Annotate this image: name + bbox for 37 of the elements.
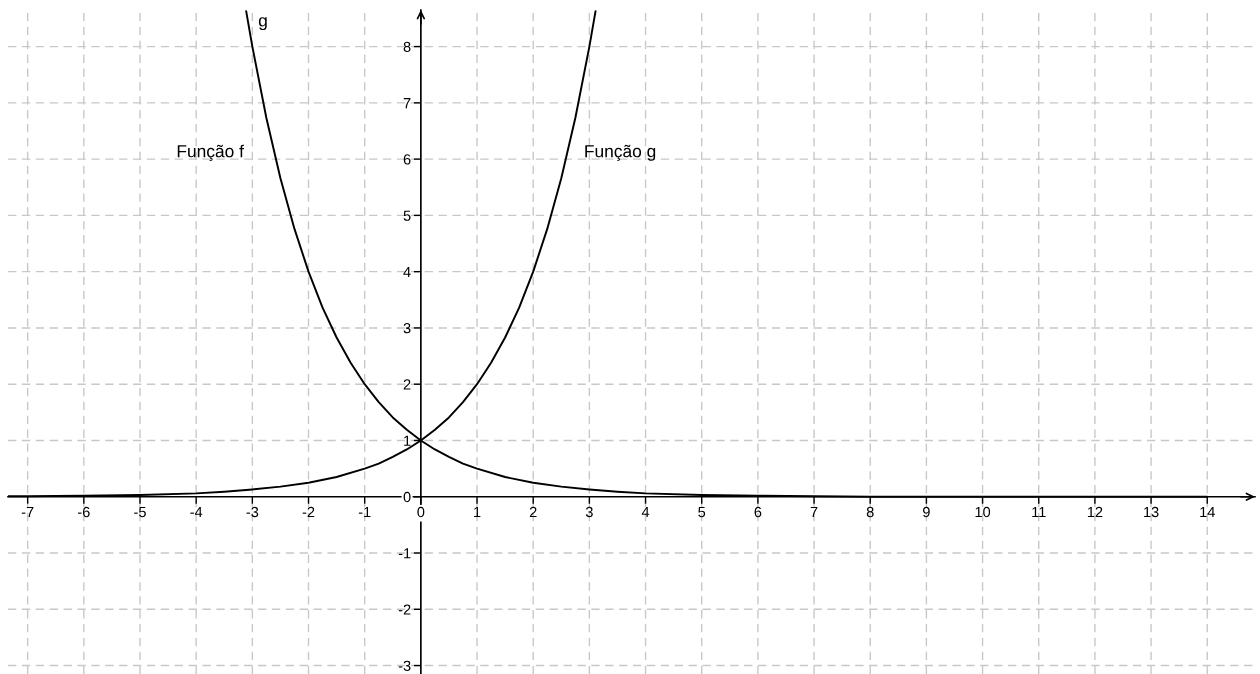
- x-tick-label: -5: [134, 507, 146, 518]
- y-tick-label: 4: [403, 266, 411, 277]
- y-tick-label: 6: [403, 154, 411, 165]
- x-tick-label: 9: [923, 506, 930, 518]
- x-tick-label: 1: [474, 507, 481, 518]
- x-tick-label: -6: [78, 506, 90, 518]
- x-tick-label: -2: [302, 506, 315, 518]
- y-tick-label: -3: [398, 660, 411, 671]
- y-tick-label: 0: [403, 491, 411, 503]
- y-tick-label: 3: [403, 323, 411, 334]
- x-tick-label: 0: [417, 506, 425, 518]
- annotation: g: [258, 17, 267, 31]
- y-tick-label: 2: [403, 379, 411, 390]
- x-tick-label: 14: [1200, 507, 1215, 518]
- x-tick-label: -1: [358, 507, 371, 518]
- y-tick-label: 8: [403, 41, 411, 52]
- x-tick-label: 11: [1032, 507, 1046, 518]
- x-tick-label: -3: [246, 506, 259, 518]
- x-tick-label: 3: [585, 506, 593, 518]
- x-tick-label: 8: [866, 506, 874, 518]
- series-label: Função g: [585, 144, 656, 161]
- x-tick-label: 7: [810, 507, 818, 518]
- x-tick-label: 13: [1144, 506, 1159, 518]
- y-tick-label: 7: [403, 98, 411, 109]
- x-tick-label: -7: [21, 507, 34, 518]
- y-tick-label: 1: [404, 435, 411, 446]
- x-tick-label: 2: [529, 506, 537, 518]
- x-tick-label: -4: [190, 507, 203, 518]
- x-tick-label: 6: [754, 506, 762, 518]
- series-label: Função f: [177, 144, 244, 161]
- y-tick-label: -1: [398, 548, 411, 559]
- y-tick-label: -2: [398, 604, 411, 615]
- x-tick-label: 5: [698, 507, 706, 518]
- x-tick-label: 4: [641, 507, 650, 518]
- y-tick-label: 5: [403, 210, 411, 221]
- x-tick-label: 10: [975, 506, 991, 518]
- x-tick-label: 12: [1087, 506, 1103, 518]
